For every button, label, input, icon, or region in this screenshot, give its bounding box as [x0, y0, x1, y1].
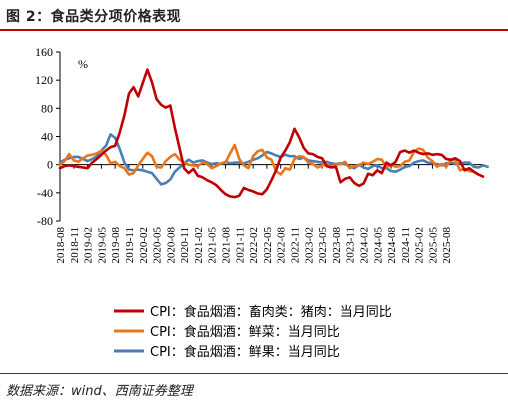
x-tick-label: 2020-02	[138, 227, 150, 264]
x-tick-label: 2025-02	[414, 227, 426, 264]
x-tick-label: 2021-11	[234, 227, 246, 263]
x-tick-label: 2023-08	[331, 227, 343, 264]
title-rule	[0, 29, 508, 31]
x-tick-label: 2023-05	[317, 227, 329, 264]
x-tick-label: 2020-05	[152, 227, 164, 264]
x-tick-label: 2019-02	[83, 227, 95, 264]
source-note: 数据来源：wind、西南证券整理	[6, 384, 193, 399]
y-tick-label: 80	[41, 101, 53, 115]
x-tick-label: 2019-05	[96, 227, 108, 264]
x-tick-label: 2024-05	[372, 227, 384, 264]
x-tick-label: 2022-11	[289, 227, 301, 263]
x-tick-label: 2024-02	[358, 227, 370, 264]
x-tick-label: 2021-02	[193, 227, 205, 264]
x-tick-label: 2024-08	[386, 227, 398, 264]
x-tick-label: 2019-08	[110, 227, 122, 264]
y-tick-label: 160	[35, 45, 53, 59]
x-tick-label: 2021-05	[207, 227, 219, 264]
x-tick-label: 2022-05	[262, 227, 274, 264]
x-tick-label: 2025-05	[427, 227, 439, 264]
series-line-3	[58, 133, 489, 186]
x-axis: 2018-08 2018-11 2019-02 2019-05 2019-08 2019-…	[55, 164, 483, 264]
x-tick-label: 2023-11	[345, 227, 357, 263]
y-tick-label: -40	[37, 186, 53, 200]
x-tick-label: 2020-11	[179, 227, 191, 263]
series-line-1	[58, 68, 485, 199]
legend-label: CPI：食品烟酒：鲜果：当月同比	[150, 344, 340, 360]
x-tick-label: 2024-11	[400, 227, 412, 263]
x-tick-label: 2022-08	[276, 227, 288, 264]
figure-title: 图 2：食品类分项价格表现	[6, 9, 182, 25]
unit-label: %	[78, 57, 88, 71]
y-tick-label: 120	[35, 73, 53, 87]
footer-rule	[0, 373, 508, 374]
x-tick-label: 2018-11	[69, 227, 81, 263]
x-tick-label: 2022-02	[248, 227, 260, 264]
x-tick-label: 2018-08	[55, 227, 67, 264]
x-tick-label: 2019-11	[124, 227, 136, 263]
x-tick-label: 2025-08	[441, 227, 453, 264]
y-axis: -80 -40 0 40 80 120 160	[35, 45, 61, 228]
legend: CPI：食品烟酒：畜肉类：猪肉：当月同比 CPI：食品烟酒：鲜菜：当月同比 CPI：…	[114, 304, 392, 360]
y-tick-label: -80	[37, 214, 53, 228]
legend-label: CPI：食品烟酒：畜肉类：猪肉：当月同比	[150, 304, 392, 320]
x-tick-label: 2023-02	[303, 227, 315, 264]
y-tick-label: 40	[41, 130, 53, 144]
series-line-2	[58, 143, 480, 176]
x-tick-label: 2020-08	[165, 227, 177, 264]
y-tick-label: 0	[47, 158, 53, 172]
legend-label: CPI：食品烟酒：鲜菜：当月同比	[150, 324, 340, 340]
x-tick-label: 2021-08	[221, 227, 233, 264]
series-lines	[58, 68, 489, 199]
